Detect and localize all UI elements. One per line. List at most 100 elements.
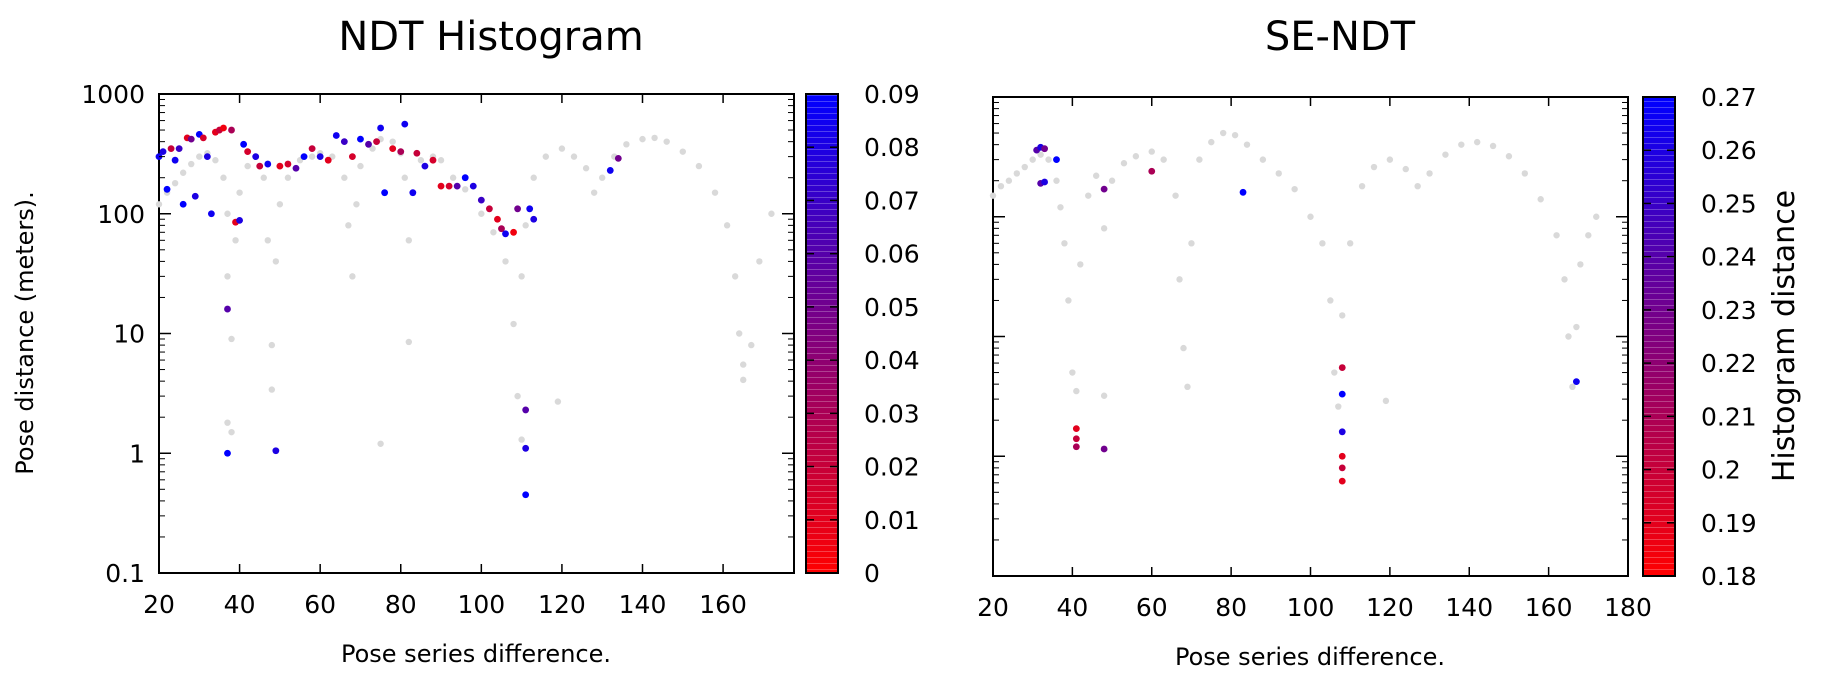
data-point (1041, 145, 1048, 153)
background-point (1358, 182, 1366, 190)
background-point (1426, 170, 1433, 177)
background-point (389, 138, 396, 145)
data-point (272, 447, 280, 455)
colorbar-tick-label: 0.18 (1701, 562, 1757, 591)
background-point (554, 398, 562, 405)
colorbar-tick-label: 0.23 (1701, 296, 1757, 325)
colorbar-tick-label: 0.01 (864, 506, 920, 535)
background-point (228, 335, 235, 343)
background-point (1132, 153, 1140, 160)
data-point (224, 305, 231, 313)
colorbar-tick-label: 0.09 (864, 80, 920, 109)
background-point (1176, 276, 1183, 283)
background-point (518, 273, 525, 280)
x-tick-label: 100 (457, 590, 505, 619)
background-point (264, 237, 271, 244)
background-point (179, 169, 187, 176)
background-point (1521, 170, 1529, 177)
data-point (244, 148, 252, 156)
background-point (1291, 185, 1298, 193)
background-point (1184, 383, 1191, 391)
background-point (417, 157, 425, 164)
data-point (220, 124, 227, 132)
x-tick-label: 40 (224, 590, 256, 619)
data-point (316, 153, 324, 161)
chart-title: NDT Histogram (338, 14, 643, 60)
background-point (1577, 261, 1584, 268)
data-point (498, 225, 505, 233)
y-tick-label: 1 (129, 439, 145, 468)
y-axis-ticks: 1000 100 10 1 0.1 (81, 80, 794, 588)
background-point (768, 210, 775, 217)
background-points (155, 134, 775, 447)
background-point (740, 361, 747, 368)
background-point (1458, 141, 1465, 148)
background-point (196, 153, 203, 160)
background-point (1335, 403, 1342, 410)
background-point (224, 419, 231, 426)
data-points (1033, 143, 1580, 485)
colorbar-tick-label: 0.08 (864, 133, 920, 162)
background-point (1231, 131, 1239, 139)
background-point (1382, 397, 1390, 405)
data-point (606, 167, 614, 174)
x-tick-label: 120 (538, 590, 586, 619)
background-point (1537, 196, 1544, 203)
data-point (228, 126, 235, 134)
background-point (1319, 240, 1326, 247)
background-point (748, 341, 755, 349)
background-point (268, 386, 276, 393)
x-tick-label: 120 (1366, 593, 1414, 622)
colorbar-stripes (807, 95, 837, 572)
data-points (155, 120, 622, 499)
colorbar-tick-label: 0.07 (864, 186, 920, 215)
data-point (1041, 178, 1048, 186)
background-point (268, 341, 276, 349)
background-point (1208, 138, 1215, 146)
data-point (477, 196, 485, 204)
background-point (1370, 163, 1378, 171)
background-point (1100, 392, 1108, 399)
data-point (163, 185, 171, 193)
background-point (723, 222, 731, 229)
colorbar-tick-label: 0.25 (1701, 189, 1757, 218)
y-axis-label: Pose distance (meters). (11, 191, 39, 475)
data-point (199, 134, 207, 142)
x-tick-label: 80 (385, 590, 417, 619)
data-point (1573, 378, 1580, 386)
background-point (590, 189, 598, 196)
y-tick-label: 1000 (81, 80, 145, 109)
data-point (445, 182, 453, 190)
colorbar-tick-label: 0.24 (1701, 243, 1757, 272)
data-point (1072, 443, 1080, 451)
colorbar-label: Histogram distance (1767, 190, 1802, 482)
background-point (740, 376, 747, 384)
data-point (171, 156, 179, 164)
background-point (1085, 192, 1092, 199)
data-point (224, 449, 231, 457)
data-point (284, 160, 292, 168)
background-point (1057, 204, 1064, 211)
x-tick-label: 20 (977, 593, 1009, 622)
background-point (449, 174, 457, 181)
background-point (1021, 163, 1028, 171)
background-point (1553, 232, 1560, 239)
background-point (284, 174, 292, 181)
background-point (188, 160, 195, 168)
background-point (1180, 344, 1187, 352)
colorbar-tick-label: 0.27 (1701, 83, 1757, 112)
se-ndt-chart: SE-NDT 20 40 60 80 100 120 140 160 180 Pose seri… (977, 14, 1802, 671)
background-point (997, 182, 1005, 190)
background-point (623, 141, 630, 148)
data-point (292, 164, 300, 172)
background-point (1073, 387, 1080, 395)
background-point (1005, 177, 1013, 184)
data-point (469, 182, 477, 190)
background-point (570, 153, 578, 160)
y-axis-ticks (993, 96, 1628, 577)
background-point (232, 237, 239, 244)
background-point (1307, 213, 1314, 220)
data-point (1338, 452, 1346, 460)
background-point (171, 179, 179, 187)
data-point (179, 200, 187, 208)
